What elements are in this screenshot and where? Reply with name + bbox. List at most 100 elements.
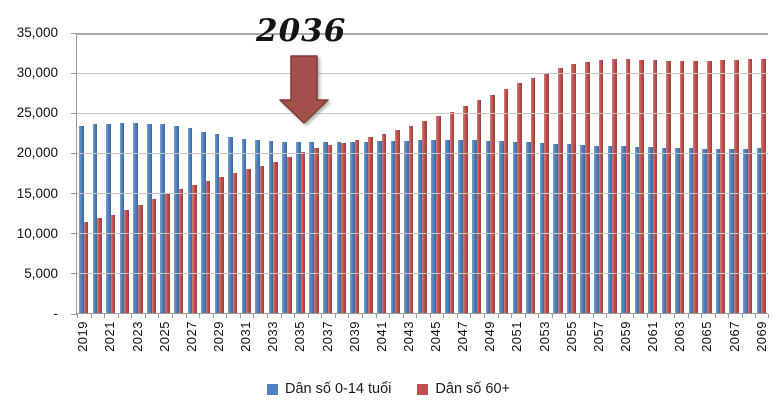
x-axis-label-2057: 2057 (590, 321, 606, 352)
x-axis-tick (728, 314, 730, 318)
bar-group-2068 (741, 33, 755, 313)
bar-60plus-2024 (151, 199, 157, 313)
bar-0-14-2068 (742, 148, 748, 313)
bar-60plus-2058 (612, 59, 617, 313)
bar-group-2053 (538, 33, 552, 313)
bar-group-2061 (646, 33, 660, 313)
legend-item-0-14: Dân số 0-14 tuổi (267, 381, 391, 397)
x-axis-label-2053: 2053 (536, 321, 552, 352)
bar-group-2042 (389, 33, 403, 313)
bar-60plus-2061 (652, 60, 658, 313)
x-axis-label-2033: 2033 (265, 321, 281, 352)
bar-group-2033 (267, 33, 281, 313)
x-axis-tick (294, 314, 296, 318)
x-axis-label-2019: 2019 (75, 321, 91, 352)
x-axis-tick (619, 314, 621, 318)
bar-group-2048 (470, 33, 484, 313)
y-axis-labels: 35,000 30,000 25,000 20,000 15,000 10,000 5,00… (0, 0, 68, 406)
x-axis-tick (117, 314, 119, 318)
y-axis-label: 10,000 (16, 225, 58, 241)
y-axis-tick (71, 72, 77, 74)
bar-60plus-2031 (246, 169, 251, 313)
bar-60plus-2036 (314, 148, 319, 313)
bar-group-2051 (511, 33, 525, 313)
bar-group-2031 (240, 33, 254, 313)
legend-item-60plus: Dân số 60+ (417, 381, 510, 397)
x-axis-tick (334, 314, 336, 318)
bar-0-14-2063 (675, 148, 680, 313)
x-axis-tick (606, 314, 608, 318)
bar-group-2026 (172, 33, 186, 313)
x-axis-label-2027: 2027 (183, 321, 199, 352)
bar-60plus-2030 (232, 173, 238, 313)
gridline (77, 233, 768, 235)
gridline (77, 273, 768, 275)
x-axis-tick (280, 314, 282, 318)
x-axis-tick (144, 314, 146, 318)
bar-60plus-2054 (557, 68, 563, 313)
bar-group-2054 (551, 33, 565, 313)
bar-0-14-2047 (458, 140, 464, 313)
x-axis-tick (633, 314, 635, 318)
x-axis-tick (511, 314, 513, 318)
x-axis-label-2069: 2069 (753, 321, 769, 352)
bar-group-2067 (727, 33, 741, 313)
bar-group-2037 (321, 33, 335, 313)
bar-60plus-2069 (761, 58, 766, 313)
bar-group-2065 (700, 33, 714, 313)
bar-0-14-2032 (255, 140, 260, 313)
x-axis-label-2035: 2035 (292, 321, 308, 352)
bar-0-14-2040 (363, 141, 369, 313)
bar-0-14-2067 (729, 149, 735, 313)
bar-60plus-2068 (747, 59, 753, 313)
x-axis-tick (77, 314, 78, 318)
x-axis-label-2061: 2061 (645, 321, 661, 352)
bar-group-2055 (565, 33, 579, 313)
x-axis-label-2025: 2025 (156, 321, 172, 352)
x-axis-tick (592, 314, 594, 318)
bar-60plus-2022 (124, 210, 129, 313)
x-axis-tick (755, 314, 757, 318)
bar-group-2057 (592, 33, 606, 313)
x-axis-label-2055: 2055 (563, 321, 579, 352)
y-axis-tick (71, 233, 77, 235)
x-axis-tick (239, 314, 241, 318)
bar-0-14-2028 (201, 131, 206, 313)
x-axis-label-2049: 2049 (482, 321, 498, 352)
x-axis-tick (768, 314, 769, 318)
x-axis-tick (741, 314, 743, 318)
bar-0-14-2019 (79, 125, 84, 313)
bar-60plus-2033 (273, 161, 279, 313)
x-axis-tick (565, 314, 567, 318)
bar-0-14-2046 (444, 140, 450, 313)
bar-group-2058 (605, 33, 619, 313)
bar-0-14-2039 (350, 142, 355, 313)
bar-group-2062 (660, 33, 674, 313)
bar-60plus-2021 (110, 214, 116, 313)
bar-0-14-2064 (688, 148, 694, 313)
bar-group-2035 (294, 33, 308, 313)
x-axis-tick (307, 314, 309, 318)
bar-60plus-2039 (354, 140, 360, 313)
x-axis-tick (90, 314, 92, 318)
y-axis-label: - (53, 306, 59, 321)
x-axis-label-2047: 2047 (455, 321, 471, 352)
y-axis-label: 25,000 (16, 105, 58, 121)
bar-group-2039 (348, 33, 362, 313)
bar-60plus-2043 (408, 125, 414, 313)
bar-60plus-2020 (97, 218, 102, 313)
x-axis-label-2067: 2067 (726, 321, 742, 352)
bar-group-2036 (307, 33, 321, 313)
x-axis-tick (212, 314, 214, 318)
bar-group-2064 (687, 33, 701, 313)
x-axis-label-2043: 2043 (400, 321, 416, 352)
x-axis-tick (674, 314, 676, 318)
bar-0-14-2049 (485, 140, 491, 313)
bar-0-14-2027 (187, 128, 193, 313)
bar-60plus-2028 (205, 180, 211, 313)
x-axis-label-2065: 2065 (699, 321, 715, 352)
plot-area (71, 32, 769, 318)
x-axis-tick (687, 314, 689, 318)
bar-group-2043 (402, 33, 416, 313)
